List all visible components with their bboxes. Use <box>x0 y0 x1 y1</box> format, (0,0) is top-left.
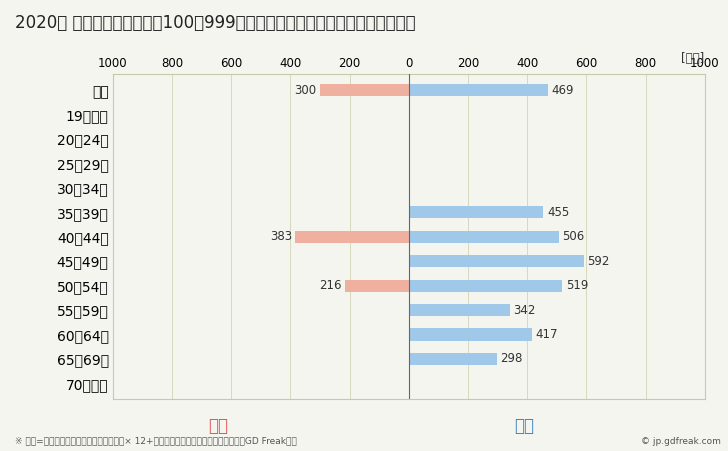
Text: ※ 年収=「きまって支給する現金給与額」× 12+「年間賞与その他特別給与額」としてGD Freak推計: ※ 年収=「きまって支給する現金給与額」× 12+「年間賞与その他特別給与額」と… <box>15 437 296 446</box>
Text: 519: 519 <box>566 279 588 292</box>
Bar <box>296 230 409 243</box>
Text: 女性: 女性 <box>208 417 229 435</box>
Text: 469: 469 <box>551 84 574 97</box>
Text: © jp.gdfreak.com: © jp.gdfreak.com <box>641 437 721 446</box>
Bar <box>409 280 562 292</box>
Bar <box>409 230 558 243</box>
Text: 592: 592 <box>587 255 610 268</box>
Bar <box>345 280 409 292</box>
Bar <box>409 206 543 218</box>
Text: 216: 216 <box>319 279 341 292</box>
Text: 417: 417 <box>536 328 558 341</box>
Bar <box>409 255 584 267</box>
Text: 342: 342 <box>513 304 536 317</box>
Bar <box>409 328 532 341</box>
Text: 2020年 民間企業（従業者数100～999人）フルタイム労働者の男女別平均年収: 2020年 民間企業（従業者数100～999人）フルタイム労働者の男女別平均年収 <box>15 14 415 32</box>
Text: [万円]: [万円] <box>681 52 705 64</box>
Bar <box>409 84 547 97</box>
Text: 383: 383 <box>270 230 292 243</box>
Text: 455: 455 <box>547 206 569 219</box>
Text: 男性: 男性 <box>514 417 534 435</box>
Bar <box>409 353 497 365</box>
Text: 506: 506 <box>562 230 585 243</box>
Bar <box>409 304 510 316</box>
Bar <box>320 84 409 97</box>
Text: 300: 300 <box>294 84 317 97</box>
Text: 298: 298 <box>501 352 523 365</box>
